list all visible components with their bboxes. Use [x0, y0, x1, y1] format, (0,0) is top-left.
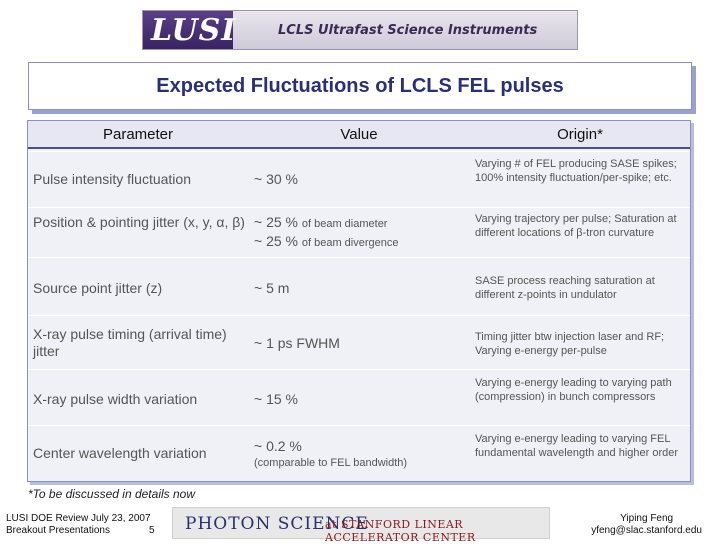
review-label: LUSI DOE Review July 23, 2007	[6, 513, 151, 524]
author-email: yfeng@slac.stanford.edu	[591, 525, 702, 536]
origin-cell: Varying e-energy leading to varying path…	[475, 377, 672, 403]
value-note: of beam divergence	[301, 237, 399, 249]
parameter-cell: Position & pointing jitter (x, y, α, β)	[33, 214, 245, 230]
value-cell: ~ 30 %	[254, 171, 298, 187]
value-cell: ~ 0.2 % (comparable to FEL bandwidth)	[254, 438, 464, 472]
photon-science-logo: PHOTON SCIENCE at STANFORD LINEAR ACCELE…	[172, 507, 550, 544]
value-main: ~ 25 %	[254, 214, 298, 230]
value-main: ~ 25 %	[254, 233, 298, 249]
table-row: Source point jitter (z) ~ 5 m SASE proce…	[28, 257, 690, 316]
page-number: 5	[149, 525, 155, 536]
header-value: Value	[248, 121, 470, 149]
banner-subtitle: LCLS Ultrafast Science Instruments	[278, 23, 538, 38]
value-note: (comparable to FEL bandwidth)	[254, 457, 408, 469]
table-row: X-ray pulse timing (arrival time) jitter…	[28, 315, 690, 370]
value-cell: ~ 25 % of beam diameter ~ 25 % of beam d…	[254, 214, 464, 252]
header-banner: LUSI LCLS Ultrafast Science Instruments	[142, 10, 578, 50]
table-row: Center wavelength variation ~ 0.2 % (com…	[28, 425, 690, 482]
parameter-cell: X-ray pulse width variation	[33, 391, 198, 407]
footnote: *To be discussed in details now	[28, 487, 195, 501]
footer-right: Yiping Feng yfeng@slac.stanford.edu	[591, 513, 702, 537]
parameter-cell: Source point jitter (z)	[33, 280, 163, 296]
table-row: X-ray pulse width variation ~ 15 % Varyi…	[28, 369, 690, 426]
value-cell: ~ 1 ps FWHM	[254, 335, 340, 351]
value-cell: ~ 5 m	[254, 280, 290, 296]
header-origin: Origin*	[470, 121, 690, 149]
value-main: ~ 0.2 %	[254, 438, 302, 454]
author-name: Yiping Feng	[620, 513, 674, 524]
table-row: Position & pointing jitter (x, y, α, β) …	[28, 207, 690, 258]
footer-left: LUSI DOE Review July 23, 2007 Breakout P…	[6, 513, 155, 537]
lusi-logo-box: LUSI	[143, 11, 237, 49]
header-parameter: Parameter	[28, 121, 248, 149]
parameter-cell: Pulse intensity fluctuation	[33, 171, 191, 187]
table-row: Pulse intensity fluctuation ~ 30 % Varyi…	[28, 151, 690, 208]
slide-title: Expected Fluctuations of LCLS FEL pulses	[156, 75, 564, 97]
parameter-cell: Center wavelength variation	[33, 445, 207, 461]
origin-cell: Varying # of FEL producing SASE spikes; …	[475, 158, 677, 184]
fluctuation-table: Parameter Value Origin* Pulse intensity …	[27, 120, 691, 482]
title-box: Expected Fluctuations of LCLS FEL pulses	[28, 62, 692, 110]
presentation-label: Breakout Presentations	[6, 525, 110, 536]
photon-brand: PHOTON SCIENCE	[185, 514, 369, 534]
parameter-cell: X-ray pulse timing (arrival time) jitter	[33, 326, 227, 359]
origin-cell: Varying e-energy leading to varying FEL …	[475, 433, 679, 459]
origin-cell: Varying trajectory per pulse; Saturation…	[475, 213, 677, 239]
origin-cell: SASE process reaching saturation at diff…	[475, 275, 655, 301]
value-note: of beam diameter	[301, 218, 388, 230]
photon-suffix: at STANFORD LINEAR ACCELERATOR CENTER	[325, 518, 476, 544]
lusi-logo: LUSI	[151, 13, 237, 48]
origin-cell: Timing jitter btw injection laser and RF…	[475, 331, 665, 357]
value-cell: ~ 15 %	[254, 391, 298, 407]
